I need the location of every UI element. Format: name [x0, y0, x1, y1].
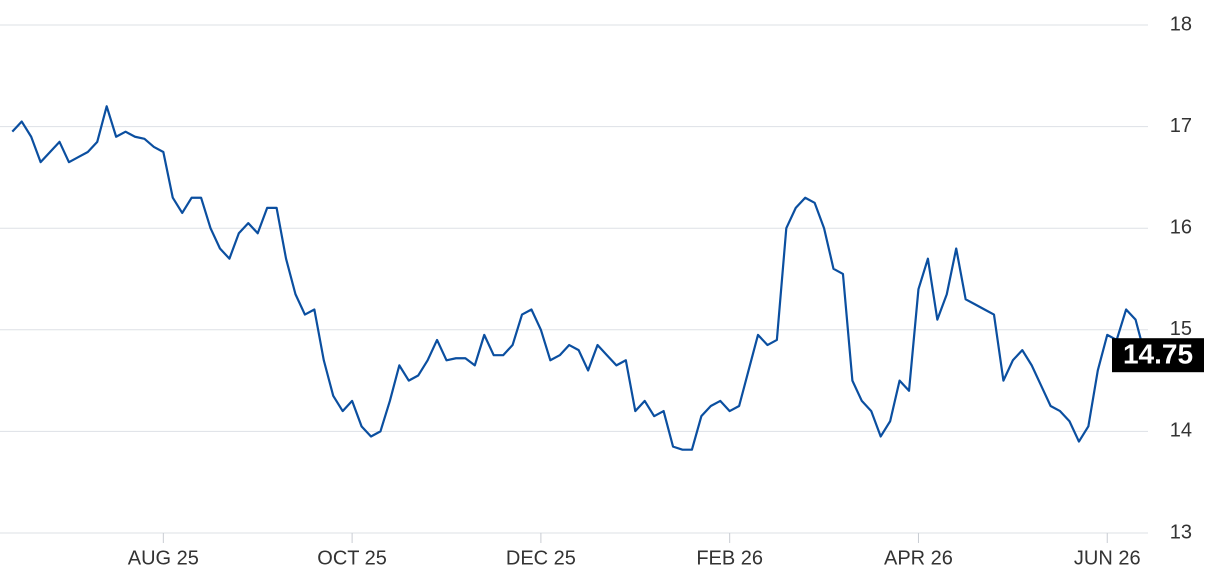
x-tick-label: AUG 25 — [128, 547, 199, 569]
last-value-badge — [1112, 338, 1204, 373]
x-tick-label: APR 26 — [884, 547, 953, 569]
x-tick-label: OCT 25 — [317, 547, 387, 569]
last-value-label: 14.75 — [1123, 339, 1193, 370]
y-tick-label: 18 — [1170, 13, 1192, 35]
y-tick-label: 14 — [1170, 420, 1192, 442]
y-tick-label: 17 — [1170, 115, 1192, 137]
x-tick-label: JUN 26 — [1074, 547, 1141, 569]
x-tick-label: FEB 26 — [696, 547, 763, 569]
y-tick-label: 15 — [1170, 318, 1192, 340]
y-tick-label: 13 — [1170, 521, 1192, 543]
x-tick-label: DEC 25 — [506, 547, 576, 569]
price-line — [11, 105, 1147, 451]
y-tick-label: 16 — [1170, 216, 1192, 238]
